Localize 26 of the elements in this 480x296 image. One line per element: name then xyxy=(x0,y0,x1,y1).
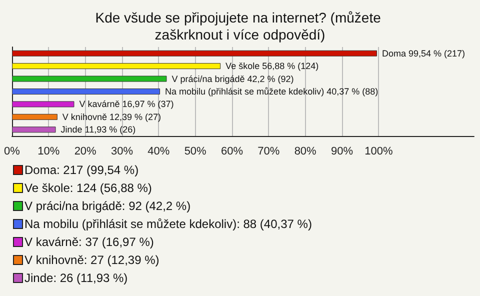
x-tick-label: 10% xyxy=(38,146,60,158)
legend-label: V knihovně: 27 (12,39 %) xyxy=(24,253,160,267)
data-label: V kavárně 16,97 % (37) xyxy=(79,99,174,110)
legend-label: Jinde: 26 (11,93 %) xyxy=(24,271,128,285)
legend-label: V práci/na brigádě: 92 (42,2 %) xyxy=(24,199,191,213)
legend-label: Doma: 217 (99,54 %) xyxy=(24,163,139,177)
x-tick-label: 70% xyxy=(258,146,280,158)
chart-title: Kde všude se připojujete na internet? (můžete zaškrknout i více odpovědí) xyxy=(95,10,385,42)
data-label: Jinde 11,93 % (26) xyxy=(60,124,136,135)
x-tick-label: 40% xyxy=(148,146,170,158)
data-label: Na mobilu (přihlásit se můžete kdekoliv) 40,37 % (88) xyxy=(165,86,378,96)
data-label: Ve škole 56,88 % (124) xyxy=(226,61,319,72)
x-tick-label: 100% xyxy=(364,146,393,158)
data-label: Doma 99,54 % (217) xyxy=(382,48,466,58)
data-label: V práci/na brigádě 42,2 % (92) xyxy=(172,74,294,84)
x-tick-label: 20% xyxy=(74,146,97,158)
x-tick-label: 30% xyxy=(110,146,134,158)
legend-label: Ve škole: 124 (56,88 %) xyxy=(24,181,152,195)
x-tick-label: 90% xyxy=(330,146,354,158)
legend-label: Na mobilu (přihlásit se můžete kdekoliv): 88 (40,37 %) xyxy=(24,217,312,231)
x-tick-label: 80% xyxy=(294,146,317,158)
x-tick-label: 60% xyxy=(220,146,244,158)
data-label: V knihovně 12,39 % (27) xyxy=(62,112,161,122)
legend-label: V kavárně: 37 (16,97 %) xyxy=(24,235,154,249)
x-tick-label: 0% xyxy=(4,146,20,158)
x-tick-label: 50% xyxy=(184,146,207,158)
